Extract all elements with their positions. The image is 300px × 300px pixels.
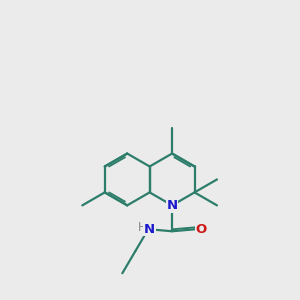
Text: N: N [167,199,178,212]
Text: H: H [137,221,146,234]
Text: N: N [144,223,155,236]
Text: O: O [195,223,207,236]
